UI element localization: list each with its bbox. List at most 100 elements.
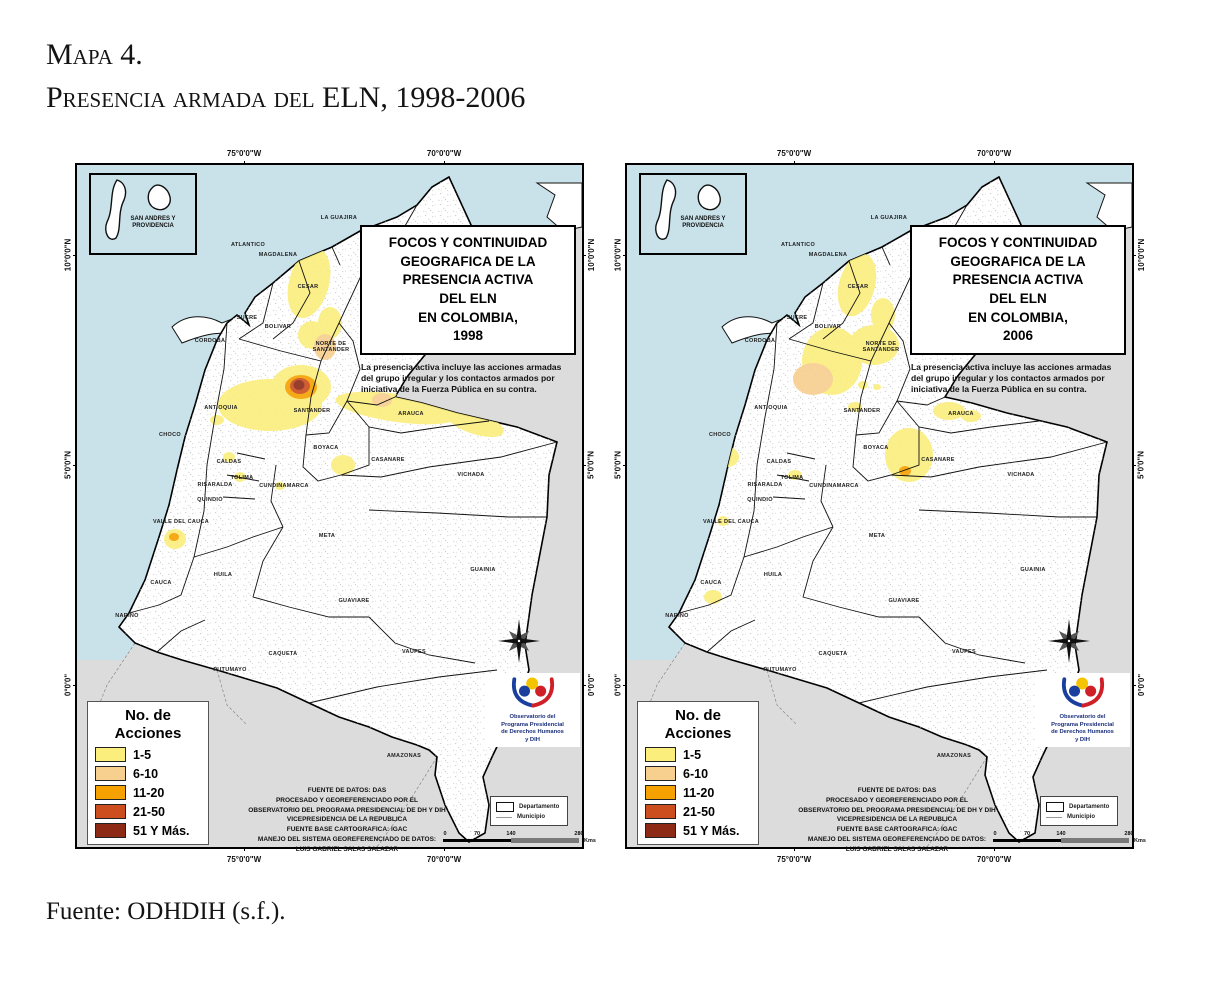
department-label: GUAINIA <box>1020 567 1045 573</box>
department-label: LA GUAJIRA <box>871 215 907 221</box>
department-label: SANTANDER <box>294 408 331 414</box>
presence-area <box>933 402 965 420</box>
department-label: QUINDIO <box>197 497 223 503</box>
department-label: MAGDALENA <box>809 252 847 258</box>
legend-swatch <box>645 766 676 781</box>
map-panel-1998: LA GUAJIRA ATLANTICO MAGDALENA CESAR SUCRE BO… <box>64 149 596 864</box>
department-label: HUILA <box>764 572 782 578</box>
map-note: La presencia activa incluye las acciones… <box>911 362 1112 395</box>
department-label: MAGDALENA <box>259 252 297 258</box>
tick <box>623 465 627 466</box>
coord-label: 0°0'0" <box>63 673 73 697</box>
tick <box>1132 685 1136 686</box>
department-label: CAUCA <box>700 580 721 586</box>
department-label: CASANARE <box>371 457 405 463</box>
actions-legend: No. de Acciones 1-5 6-10 11-20 21-50 51 … <box>87 701 209 845</box>
municipio-symbol <box>496 816 512 818</box>
coord-label: 70°0'0"W <box>976 149 1012 158</box>
coord-label: 10°0'0"N <box>586 238 596 272</box>
compass-rose-icon <box>498 619 540 663</box>
tick <box>444 161 445 165</box>
department-label: SUCRE <box>787 315 808 321</box>
scale-bar: 0 70 140 280 Kms <box>443 831 596 844</box>
presence-area <box>293 380 305 390</box>
department-label: VAUPES <box>402 649 426 655</box>
department-label: CORDOBA <box>745 338 776 344</box>
coord-label: 0°0'0" <box>1136 673 1146 697</box>
coord-label: 5°0'0"N <box>586 450 596 480</box>
department-label: VAUPES <box>952 649 976 655</box>
presence-area <box>704 590 722 604</box>
tick <box>794 161 795 165</box>
department-label: LA GUAJIRA <box>321 215 357 221</box>
inset-label: SAN ANDRES Y PROVIDENCIA <box>130 215 176 230</box>
tick <box>73 255 77 256</box>
presence-area <box>873 384 881 390</box>
department-label: CHOCO <box>709 432 731 438</box>
boundaries-legend: Departamento Municipio <box>490 796 568 826</box>
department-label: CASANARE <box>921 457 955 463</box>
department-label: VICHADA <box>1007 472 1034 478</box>
map-panel-2006: LA GUAJIRA ATLANTICO MAGDALENA CESAR SUCRE BO… <box>614 149 1146 864</box>
coord-label: 0°0'0" <box>586 673 596 697</box>
legend-item: 1-5 <box>645 747 751 762</box>
map-number: Mapa 4. <box>46 38 143 71</box>
coord-label: 75°0'0"W <box>776 855 812 864</box>
department-label: ATLANTICO <box>231 242 265 248</box>
department-label: HUILA <box>214 572 232 578</box>
department-label: NORTE DE <box>316 341 347 347</box>
presence-area <box>223 452 235 462</box>
department-label: CUNDINAMARCA <box>259 483 308 489</box>
legend-swatch <box>95 823 126 838</box>
department-label: CAUCA <box>150 580 171 586</box>
legend-item: 6-10 <box>95 766 201 781</box>
presence-area <box>318 307 342 339</box>
map-caption: Presencia armada del ELN, 1998-2006 <box>46 80 526 114</box>
tick <box>1132 465 1136 466</box>
department-label: ARAUCA <box>948 411 974 417</box>
tick <box>73 685 77 686</box>
presence-area <box>372 393 392 407</box>
coord-label: 70°0'0"W <box>426 149 462 158</box>
department-label: CHOCO <box>159 432 181 438</box>
page-source-citation: Fuente: ODHDIH (s.f.). <box>46 898 286 925</box>
department-label: RISARALDA <box>747 482 782 488</box>
map-title-box: FOCOS Y CONTINUIDAD GEOGRAFICA DE LA PRE… <box>910 225 1126 355</box>
department-label: BOYACA <box>863 445 888 451</box>
data-source-block: FUENTE DE DATOS: DAS PROCESADO Y GEOREFE… <box>248 787 446 853</box>
san-andres-islands <box>655 179 721 240</box>
coord-label: 10°0'0"N <box>613 238 623 272</box>
tick <box>582 465 586 466</box>
map-title-box: FOCOS Y CONTINUIDAD GEOGRAFICA DE LA PRE… <box>360 225 576 355</box>
presence-area <box>287 247 331 319</box>
san-andres-inset: SAN ANDRES Y PROVIDENCIA <box>89 173 197 255</box>
coord-label: 70°0'0"W <box>976 855 1012 864</box>
legend-swatch <box>645 747 676 762</box>
department-label: BOLIVAR <box>265 324 291 330</box>
tick <box>244 161 245 165</box>
presence-area <box>885 428 933 482</box>
presence-area <box>858 381 868 389</box>
legend-item: 6-10 <box>645 766 751 781</box>
tick <box>994 161 995 165</box>
map-year: 1998 <box>452 328 484 344</box>
tick <box>1132 255 1136 256</box>
tick <box>794 847 795 851</box>
presence-area <box>210 415 224 425</box>
coord-label: 5°0'0"N <box>1136 450 1146 480</box>
department-label: RISARALDA <box>197 482 232 488</box>
department-label: PUTUMAYO <box>213 667 247 673</box>
department-label: CESAR <box>848 284 869 290</box>
legend-swatch <box>95 766 126 781</box>
tick <box>994 847 995 851</box>
department-label: SANTANDER <box>844 408 881 414</box>
department-label: AMAZONAS <box>387 753 421 759</box>
department-label: VALLE DEL CAUCA <box>153 519 209 525</box>
department-label: ARAUCA <box>398 411 424 417</box>
presence-area <box>331 455 355 475</box>
department-label: ANTIOQUIA <box>754 405 788 411</box>
department-label: GUAVIARE <box>338 598 369 604</box>
departamento-symbol <box>496 802 514 812</box>
coord-label: 75°0'0"W <box>776 149 812 158</box>
